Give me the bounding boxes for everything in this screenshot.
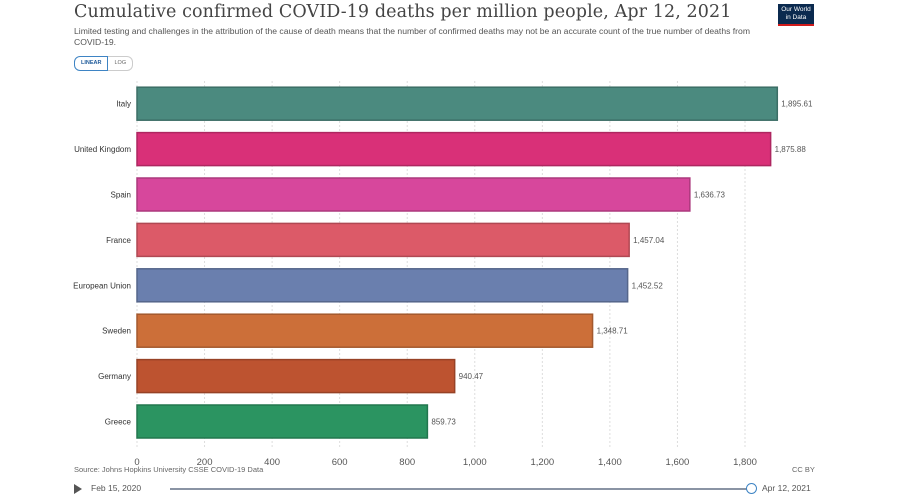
bar-spain[interactable] — [136, 177, 691, 212]
bar-european-union[interactable] — [136, 268, 629, 303]
category-label: France — [106, 236, 131, 245]
logo-line-2: in Data — [785, 14, 807, 21]
x-tick-label: 1,000 — [463, 457, 487, 468]
x-tick-label: 200 — [197, 457, 213, 468]
license-label[interactable]: CC BY — [792, 465, 815, 474]
value-label: 859.73 — [431, 418, 456, 427]
timeline-end-date: Apr 12, 2021 — [762, 483, 811, 493]
value-label: 940.47 — [459, 372, 484, 381]
chart-title: Cumulative confirmed COVID-19 deaths per… — [74, 2, 732, 22]
bar-united-kingdom[interactable] — [136, 131, 772, 167]
value-label: 1,895.61 — [781, 100, 813, 109]
bar-italy[interactable] — [136, 86, 779, 121]
x-tick-label: 1,800 — [733, 457, 757, 468]
bar-germany[interactable] — [136, 358, 456, 394]
category-label: United Kingdom — [74, 145, 131, 154]
bars — [136, 86, 779, 439]
timeline: Feb 15, 2020 Apr 12, 2021 — [74, 481, 834, 497]
category-label: Greece — [105, 418, 132, 427]
category-labels: Italy United Kingdom Spain France European U… — [73, 100, 131, 427]
bar-greece[interactable] — [136, 404, 429, 439]
timeline-track[interactable] — [170, 488, 750, 490]
value-label: 1,457.04 — [633, 236, 665, 245]
value-label: 1,452.52 — [632, 281, 664, 290]
x-tick-label: 400 — [264, 457, 280, 468]
timeline-handle[interactable] — [746, 483, 757, 494]
x-tick-label: 1,200 — [530, 457, 554, 468]
log-scale-button[interactable]: LOG — [108, 56, 134, 71]
x-tick-label: 600 — [332, 457, 348, 468]
linear-scale-button[interactable]: LINEAR — [74, 56, 109, 71]
play-icon[interactable] — [74, 484, 82, 494]
value-labels: 1,895.61 1,875.88 1,636.73 1,457.04 1,452.52… — [431, 100, 813, 427]
bar-france[interactable] — [136, 222, 630, 258]
value-label: 1,348.71 — [597, 327, 629, 336]
owid-logo[interactable]: Our World in Data — [778, 4, 814, 26]
bar-sweden[interactable] — [136, 313, 594, 348]
category-label: Spain — [111, 191, 131, 200]
logo-line-1: Our World — [781, 6, 811, 13]
x-tick-label: 1,400 — [598, 457, 622, 468]
category-label: European Union — [73, 281, 131, 290]
x-tick-label: 1,600 — [666, 457, 690, 468]
category-label: Italy — [116, 100, 131, 109]
x-axis-ticks: 0 200 400 600 800 1,000 1,200 1,400 1,600 1,800 — [134, 457, 757, 468]
value-label: 1,636.73 — [694, 191, 726, 200]
timeline-start-date: Feb 15, 2020 — [91, 483, 142, 493]
source-note[interactable]: Source: Johns Hopkins University CSSE CO… — [74, 465, 264, 474]
category-label: Sweden — [102, 327, 131, 336]
x-tick-label: 0 — [134, 457, 139, 468]
scale-toggle: LINEAR LOG — [74, 56, 134, 71]
x-tick-label: 800 — [399, 457, 415, 468]
category-label: Germany — [98, 372, 131, 381]
value-label: 1,875.88 — [775, 145, 807, 154]
chart-subtitle: Limited testing and challenges in the at… — [74, 26, 750, 47]
bar-chart: Italy United Kingdom Spain France European U… — [73, 81, 813, 468]
